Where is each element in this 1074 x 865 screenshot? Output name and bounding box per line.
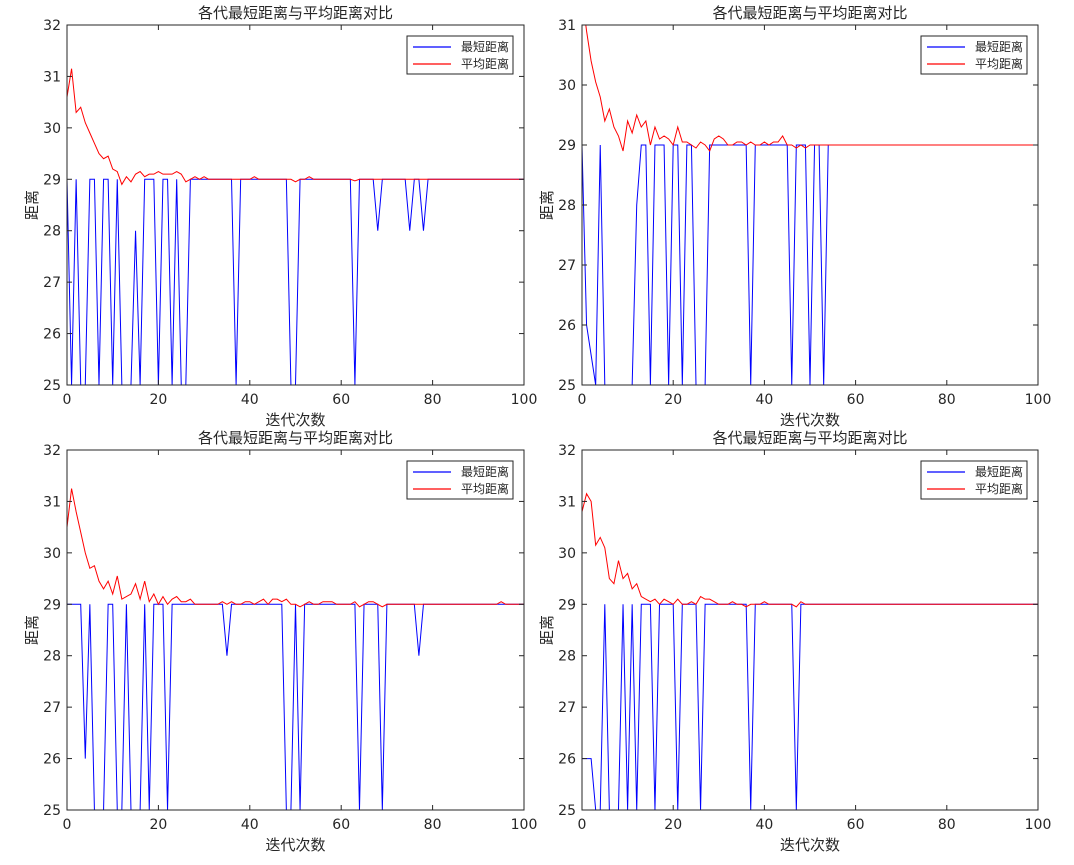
- plot-area: [582, 450, 1038, 810]
- x-tick-label: 0: [578, 392, 587, 408]
- y-tick-label: 31: [558, 494, 576, 510]
- x-tick-label: 80: [938, 817, 956, 833]
- x-axis-label: 迭代次数: [780, 411, 840, 429]
- x-tick-label: 40: [755, 817, 773, 833]
- y-tick-label: 29: [43, 597, 61, 613]
- legend-label-2: 平均距离: [461, 56, 509, 71]
- legend-label-1: 最短距离: [975, 464, 1023, 479]
- x-tick-label: 100: [511, 392, 538, 408]
- x-tick-label: 80: [424, 817, 442, 833]
- plot-area: [67, 25, 524, 385]
- chart-panel-4: 0 20 40 60 80 100 25 26 27 28 29 30 31 32 各代最短距离与平均距离对…: [538, 429, 1051, 854]
- legend-label-2: 平均距离: [461, 481, 509, 496]
- chart-title: 各代最短距离与平均距离对比: [198, 429, 393, 447]
- x-tick-label: 100: [1025, 392, 1052, 408]
- y-tick-label: 32: [43, 18, 61, 34]
- x-tick-label: 60: [847, 392, 865, 408]
- y-tick-label: 26: [43, 327, 61, 343]
- y-tick-label: 25: [43, 803, 61, 819]
- legend-box: [406, 35, 514, 75]
- y-tick-label: 27: [43, 700, 61, 716]
- chart-panel-1: 0 20 40 60 80 100 25 26 27 28 29 30 31 32 各代最短距离与平均距离对…: [23, 4, 537, 429]
- y-tick-label: 28: [558, 198, 576, 214]
- y-tick-label: 29: [558, 138, 576, 154]
- x-tick-label: 20: [149, 392, 167, 408]
- y-tick-label: 32: [558, 443, 576, 459]
- series-line-2: [582, 492, 1038, 608]
- x-tick-label: 60: [332, 392, 350, 408]
- plot-area: [67, 450, 524, 810]
- y-axis-label: 距离: [23, 190, 41, 220]
- legend-label-1: 最短距离: [975, 39, 1023, 54]
- chart-title: 各代最短距离与平均距离对比: [712, 429, 907, 447]
- chart-panel-3: 0 20 40 60 80 100 25 26 27 28 29 30 31 32 各代最短距离与平均距离对…: [23, 429, 537, 854]
- y-tick-label: 25: [43, 378, 61, 394]
- y-axis-label: 距离: [538, 615, 556, 645]
- legend-label-1: 最短距离: [461, 464, 509, 479]
- y-tick-label: 28: [43, 649, 61, 665]
- x-tick-label: 20: [664, 392, 682, 408]
- y-axis-label: 距离: [23, 615, 41, 645]
- x-axis-label: 迭代次数: [780, 836, 840, 854]
- x-tick-label: 60: [847, 817, 865, 833]
- x-tick-label: 100: [511, 817, 538, 833]
- series-line-2: [67, 68, 524, 186]
- chart-panel-2: 0 20 40 60 80 100 25 26 27 28 29 30 31 各代最短距离与平均距离对比迭…: [538, 4, 1052, 429]
- y-tick-label: 27: [43, 275, 61, 291]
- y-tick-label: 25: [558, 803, 576, 819]
- series-line-2: [585, 25, 1038, 153]
- y-tick-label: 29: [43, 172, 61, 188]
- x-tick-label: 80: [424, 392, 442, 408]
- legend-label-2: 平均距离: [975, 56, 1023, 71]
- y-tick-label: 30: [558, 546, 576, 562]
- x-axis-label: 迭代次数: [265, 411, 325, 429]
- y-tick-label: 26: [43, 752, 61, 768]
- chart-title: 各代最短距离与平均距离对比: [712, 4, 907, 22]
- x-tick-label: 40: [755, 392, 773, 408]
- x-tick-label: 0: [63, 392, 72, 408]
- x-tick-label: 20: [664, 817, 682, 833]
- y-tick-label: 31: [43, 494, 61, 510]
- legend-label-2: 平均距离: [975, 481, 1023, 496]
- y-tick-label: 28: [558, 649, 576, 665]
- legend-box: [406, 460, 514, 500]
- legend-box: [920, 35, 1028, 75]
- series-line-2: [67, 488, 524, 608]
- y-tick-label: 30: [43, 546, 61, 562]
- x-axis-label: 迭代次数: [265, 836, 325, 854]
- chart-title: 各代最短距离与平均距离对比: [198, 4, 393, 22]
- plot-area: [582, 25, 1038, 385]
- y-tick-label: 25: [558, 378, 576, 394]
- x-tick-label: 0: [63, 817, 72, 833]
- y-tick-label: 30: [43, 121, 61, 137]
- y-tick-label: 31: [558, 18, 576, 34]
- axes-box: [66, 449, 525, 811]
- axes-box: [66, 24, 525, 386]
- x-tick-label: 20: [149, 817, 167, 833]
- y-tick-label: 27: [558, 700, 576, 716]
- y-tick-label: 26: [558, 752, 576, 768]
- x-tick-label: 40: [241, 392, 259, 408]
- y-tick-label: 32: [43, 443, 61, 459]
- x-tick-label: 100: [1025, 817, 1052, 833]
- legend-box: [920, 460, 1028, 500]
- y-axis-label: 距离: [538, 190, 556, 220]
- y-tick-label: 31: [43, 69, 61, 85]
- y-tick-label: 26: [558, 318, 576, 334]
- legend-label-1: 最短距离: [461, 39, 509, 54]
- x-tick-label: 60: [332, 817, 350, 833]
- x-tick-label: 80: [938, 392, 956, 408]
- y-tick-label: 29: [558, 597, 576, 613]
- x-tick-label: 0: [578, 817, 587, 833]
- x-tick-label: 40: [241, 817, 259, 833]
- y-tick-label: 30: [558, 78, 576, 94]
- axes-box: [581, 449, 1039, 811]
- y-tick-label: 27: [558, 258, 576, 274]
- y-tick-label: 28: [43, 224, 61, 240]
